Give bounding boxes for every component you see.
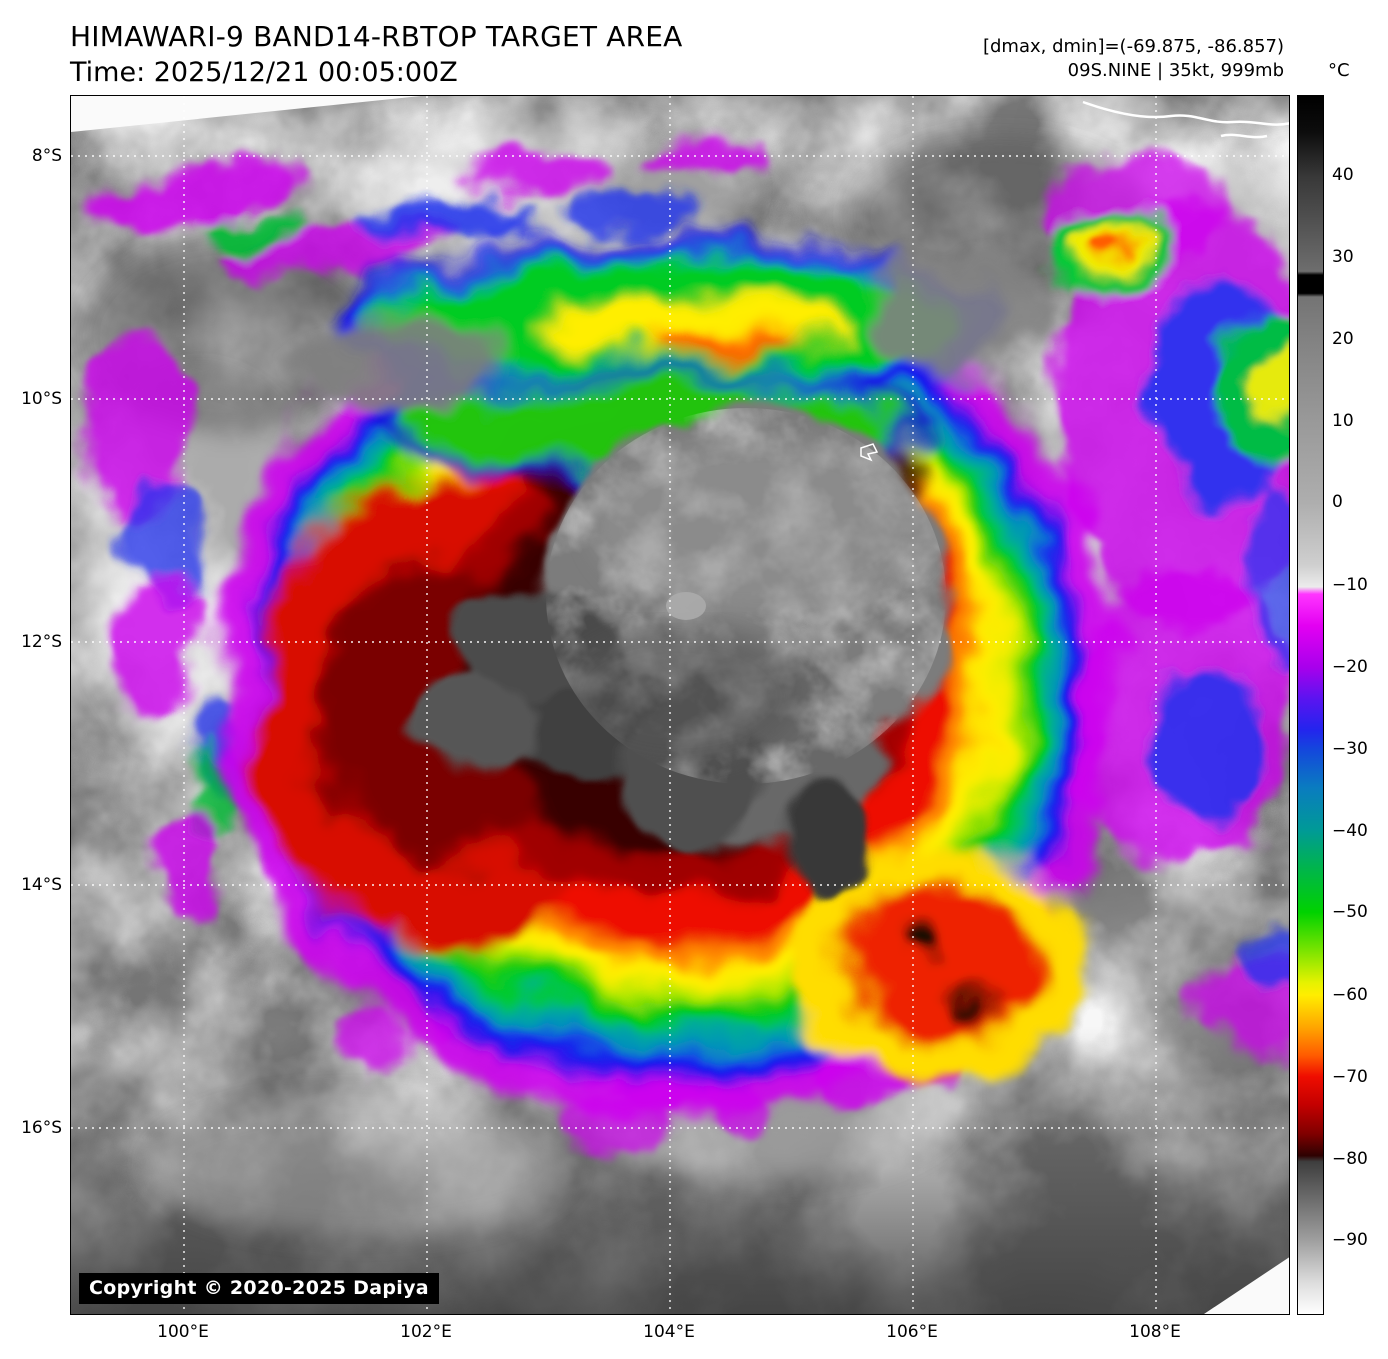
- coastline: [1082, 100, 1289, 139]
- swath-edge-bottom-right: [1204, 1257, 1289, 1314]
- satellite-map: Copyright © 2020-2025 Dapiya: [70, 95, 1290, 1315]
- colorbar-tick: 30: [1332, 247, 1354, 267]
- product-time: Time: 2025/12/21 00:05:00Z: [70, 57, 458, 88]
- lon-label: 100°E: [157, 1322, 209, 1342]
- lon-label: 108°E: [1129, 1322, 1181, 1342]
- graticule: [71, 96, 1289, 1314]
- central-overcast-texture: [546, 408, 946, 784]
- lon-label: 106°E: [886, 1322, 938, 1342]
- lat-label: 12°S: [21, 632, 62, 652]
- lon-label: 104°E: [643, 1322, 695, 1342]
- colorbar-tick: −50: [1332, 902, 1368, 922]
- lat-label: 10°S: [21, 389, 62, 409]
- colorbar-tick: −40: [1332, 821, 1368, 841]
- colorbar-tick: −70: [1332, 1067, 1368, 1087]
- product-title: HIMAWARI-9 BAND14-RBTOP TARGET AREA: [70, 20, 683, 53]
- colorbar-tick: −60: [1332, 985, 1368, 1005]
- storm-info: 09S.NINE | 35kt, 999mb: [1067, 60, 1284, 81]
- dmax-dmin-readout: [dmax, dmin]=(-69.875, -86.857): [982, 36, 1284, 57]
- lat-label: 14°S: [21, 875, 62, 895]
- swath-edge-top-left: [71, 96, 421, 132]
- satellite-imagery: [71, 96, 1289, 1314]
- lat-label: 8°S: [31, 146, 62, 166]
- colorbar: [1297, 95, 1324, 1315]
- colorbar-tick: −10: [1332, 575, 1368, 595]
- lon-label: 102°E: [400, 1322, 452, 1342]
- colorbar-tick: −30: [1332, 739, 1368, 759]
- colorbar-unit-label: °C: [1328, 60, 1350, 81]
- colorbar-tick: 20: [1332, 329, 1354, 349]
- colorbar-tick: 40: [1332, 165, 1354, 185]
- copyright-badge: Copyright © 2020-2025 Dapiya: [79, 1273, 439, 1304]
- colorbar-tick: 0: [1332, 492, 1343, 512]
- contour-marker: [860, 443, 879, 462]
- lat-label: 16°S: [21, 1118, 62, 1138]
- colorbar-tick: −20: [1332, 657, 1368, 677]
- colorbar-tick: 10: [1332, 411, 1354, 431]
- colorbar-tick: −90: [1332, 1230, 1368, 1250]
- colorbar-tick: −80: [1332, 1149, 1368, 1169]
